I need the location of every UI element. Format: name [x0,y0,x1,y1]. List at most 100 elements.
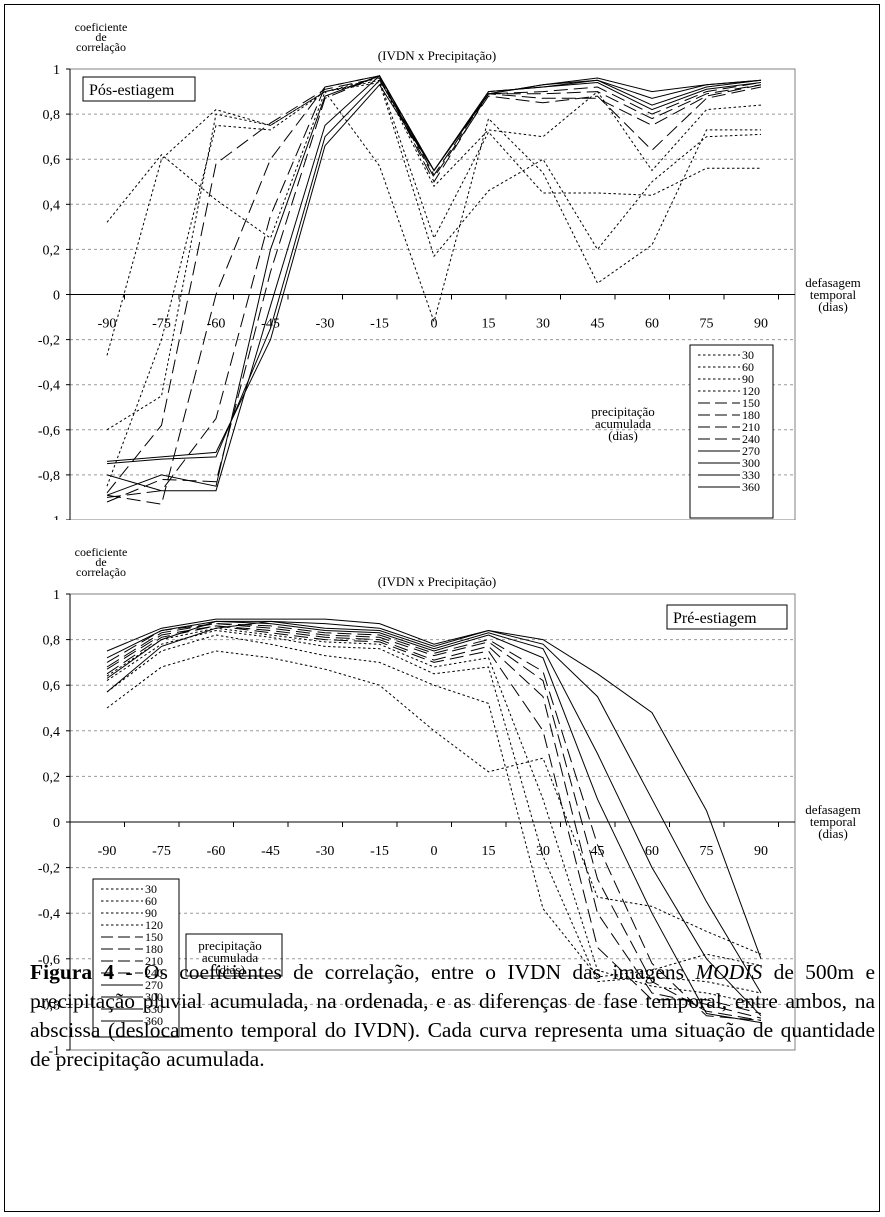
legend-entry: 30 [742,348,754,362]
x-tick-label: 0 [431,844,438,859]
y-tick-label: -0,6 [38,424,60,439]
legend-entry: 150 [742,396,760,410]
legend-entry: 240 [145,966,163,980]
x-tick-label: -15 [370,317,389,332]
series-line-210 [106,623,762,1021]
series-line-330 [106,620,762,994]
x-tick-label: -60 [207,844,226,859]
legend-title: (dias) [215,962,245,977]
legend-title: precipitação [591,404,655,419]
panel-label-box [666,604,788,630]
x-tick-label: 90 [754,844,768,859]
y-tick-label: 0,8 [43,108,61,123]
series-line-60 [106,81,762,356]
x-tick-label: 30 [536,317,550,332]
x-tick-label: -45 [261,844,280,859]
x-tick-label: -30 [316,317,335,332]
legend-entry: 360 [145,1014,163,1028]
y-tick-label: 0,4 [43,725,61,740]
x-axis-label: (dias) [818,826,848,841]
x-tick-label: 90 [754,317,768,332]
series-line-150 [106,77,762,494]
legend-entry: 300 [742,456,760,470]
y-tick-label: 0,6 [43,679,61,694]
legend-entry: 180 [742,408,760,422]
x-tick-label: 75 [700,317,714,332]
y-tick-label: 0,6 [43,153,61,168]
y-tick-label: 1 [53,63,60,78]
legend-entry: 330 [145,1002,163,1016]
x-tick-label: -90 [98,317,117,332]
y-tick-label: 0 [53,816,60,831]
series-line-300 [106,75,762,492]
x-axis-label: defasagem [805,275,861,290]
x-tick-label: 45 [591,844,605,859]
x-tick-label: -75 [152,317,171,332]
series-line-180 [106,625,762,1019]
series-line-30 [106,650,762,955]
legend-entry: 60 [742,360,754,374]
legend-title-box [185,933,283,977]
legend-entry: 330 [742,468,760,482]
series-line-30 [106,90,761,324]
legend-entry: 210 [145,954,163,968]
y-tick-label: -0,4 [38,379,60,394]
legend-entry: 210 [742,420,760,434]
caption-figure-label: Figura 4 [30,960,115,984]
y-tick-label: -0,2 [38,862,60,877]
chart-pos-estiagem: 1 0,8 0,6 0,4 0,2 0 -0,2 -0,4 -0,6 -0,8 -1 -90 -75 -6… [38,20,861,520]
legend-title: precipitação [198,938,262,953]
caption-text-before: - Os coeficientes de correlação, entre o… [114,960,696,984]
legend-entry: 270 [742,444,760,458]
x-tick-label: -75 [152,844,171,859]
x-tick-label: 60 [645,317,659,332]
y-axis-label: coeficiente [75,545,128,559]
caption-text-after: de 500m e precipitação pluvial acumulada… [30,960,876,1071]
chart-pre-estiagem: 1 0,8 0,6 0,4 0,2 0 -0,2 -0,4 -0,6 -0,8 -1 -90 -75 -6… [38,545,861,1059]
legend-entry: 60 [145,894,157,908]
y-tick-label: -1 [48,514,60,520]
y-axis-label: de [95,30,106,44]
series-line-360 [106,77,762,462]
series-line-240 [106,75,762,503]
x-axis-label: temporal [810,287,857,302]
legend-entry: 270 [145,978,163,992]
y-tick-label: -0,8 [38,998,60,1013]
x-tick-label: 45 [591,317,605,332]
legend-title: acumulada [202,950,259,965]
legend-entry: 180 [145,942,163,956]
legend-box [689,344,774,519]
panel-label-box [82,76,196,102]
y-tick-label: -0,4 [38,907,60,922]
y-tick-label: 0,4 [43,198,61,213]
y-axis-label: coeficiente [75,20,128,34]
legend-box [92,878,180,1038]
legend-title: acumulada [595,416,652,431]
series-line-120 [106,77,762,487]
legend-entry: 90 [145,906,157,920]
x-tick-label: 15 [482,317,496,332]
y-axis-label: correlação [76,40,126,54]
x-tick-label: 15 [482,844,496,859]
y-tick-label: -0,6 [38,953,60,968]
series-line-90 [106,79,761,431]
series-line-300 [106,620,762,1017]
series-line-210 [106,75,762,498]
x-tick-label: 60 [645,844,659,859]
y-tick-label: 0,2 [43,243,61,258]
y-tick-label: 0,2 [43,770,61,785]
y-tick-label: 0,8 [43,634,61,649]
y-tick-label: 1 [53,588,60,603]
panel-label: Pré-estiagem [673,610,757,627]
legend-entry: 120 [742,384,760,398]
series-line-150 [106,625,762,1014]
x-tick-label: -90 [98,844,117,859]
series-line-180 [106,75,762,505]
y-tick-label: -0,2 [38,334,60,349]
figure-caption: Figura 4 - Os coeficientes de correlação… [30,958,875,1074]
y-tick-label: 0 [53,289,60,304]
x-tick-label: -30 [316,844,335,859]
series-line-360 [106,618,762,959]
legend-entry: 150 [145,930,163,944]
x-axis-label: defasagem [805,802,861,817]
